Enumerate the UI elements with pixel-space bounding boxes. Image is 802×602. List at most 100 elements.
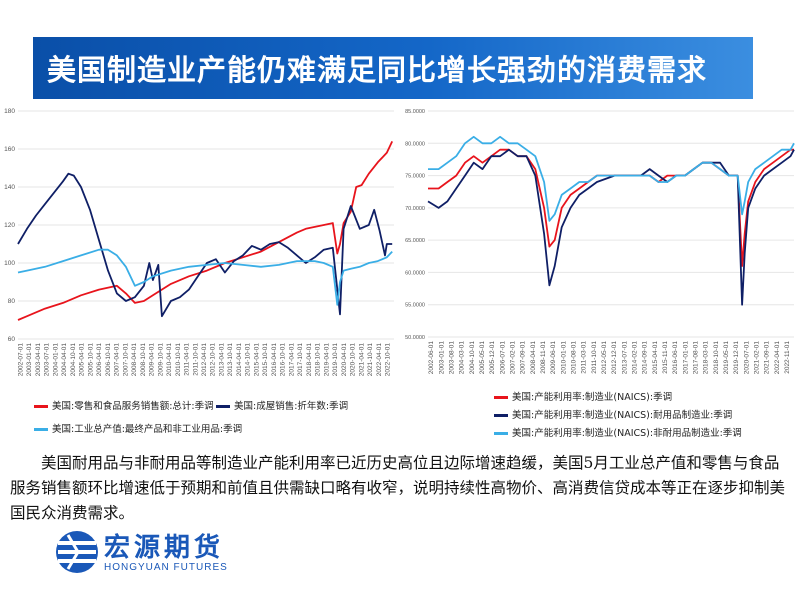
legend-swatch-mfg	[494, 396, 508, 399]
legend-label-durable: 美国:产能利用率:制造业(NAICS):耐用品制造业:季调	[512, 410, 733, 421]
legend-label-home-sales: 美国:成屋销售:折年数:季调	[234, 401, 349, 412]
y-tick-label: 55.0000	[405, 303, 425, 309]
x-tick-label: 2004-10-01	[70, 343, 77, 377]
x-tick-label: 2002-06-01	[428, 341, 435, 375]
x-tick-label: 2007-04-01	[114, 343, 121, 377]
series-line-2	[428, 135, 795, 222]
logo-icon	[56, 531, 98, 573]
x-tick-label: 2018-03-01	[703, 341, 710, 375]
x-tick-label: 2004-03-01	[459, 341, 466, 375]
x-tick-label: 2009-06-01	[550, 341, 557, 375]
title-banner: 美国制造业产能仍难满足同比增长强劲的消费需求	[33, 37, 753, 99]
x-tick-label: 2014-09-01	[642, 341, 649, 375]
x-tick-label: 2005-10-01	[87, 343, 94, 377]
x-tick-label: 2019-04-01	[323, 343, 330, 377]
legend-swatch-durable	[494, 414, 508, 417]
x-tick-label: 2002-07-01	[17, 343, 24, 377]
x-tick-label: 2017-08-01	[692, 341, 699, 375]
logo-subtitle: HONGYUAN FUTURES	[104, 562, 228, 573]
series-line-2	[17, 248, 393, 306]
x-tick-label: 2011-04-01	[184, 343, 191, 376]
x-tick-label: 2015-04-01	[652, 341, 659, 375]
x-tick-label: 2003-01-01	[26, 343, 33, 377]
x-tick-label: 2016-04-01	[271, 343, 278, 377]
x-tick-label: 2004-10-01	[469, 341, 476, 375]
y-tick-label: 70.0000	[405, 206, 425, 212]
legend-item-durable: 美国:产能利用率:制造业(NAICS):耐用品制造业:季调	[494, 407, 732, 421]
x-tick-label: 2005-05-01	[479, 341, 486, 375]
x-tick-label: 2016-06-01	[672, 341, 679, 375]
x-tick-label: 2003-08-01	[448, 341, 455, 375]
x-tick-label: 2021-10-01	[367, 343, 374, 377]
legend-label-industrial: 美国:工业总产值:最终产品和非工业用品:季调	[52, 424, 243, 435]
x-tick-label: 2018-10-01	[713, 341, 720, 375]
x-tick-label: 2014-02-01	[631, 341, 638, 375]
legend-label-mfg: 美国:产能利用率:制造业(NAICS):季调	[512, 392, 673, 403]
x-tick-label: 2017-01-01	[682, 341, 689, 375]
x-tick-label: 2009-10-01	[157, 343, 164, 377]
right-chart-panel: 50.0000 55.0000 60.0000 65.0000 70.0000 75.00…	[402, 103, 798, 443]
legend-item-industrial: 美国:工业总产值:最终产品和非工业用品:季调	[34, 421, 242, 435]
y-tick-label: 60	[8, 336, 16, 343]
x-tick-label: 2022-11-01	[784, 341, 791, 374]
x-tick-label: 2004-04-01	[61, 343, 68, 377]
x-tick-label: 2016-10-01	[280, 343, 287, 377]
x-tick-label: 2020-10-01	[350, 343, 357, 377]
x-tick-label: 2015-11-01	[662, 341, 669, 374]
x-tick-label: 2021-04-01	[358, 343, 365, 377]
x-tick-label: 2021-02-01	[753, 341, 760, 375]
x-tick-label: 2006-07-01	[499, 341, 506, 375]
legend-swatch-industrial	[34, 428, 48, 431]
x-tick-label: 2014-04-01	[236, 343, 243, 377]
x-tick-label: 2011-10-01	[591, 341, 598, 374]
legend-item-home-sales: 美国:成屋销售:折年数:季调	[216, 398, 348, 412]
x-tick-label: 2007-10-01	[122, 343, 129, 377]
x-tick-label: 2010-10-01	[175, 343, 182, 377]
legend-item-retail: 美国:零售和食品服务销售额:总计:季调	[34, 398, 214, 412]
x-tick-label: 2019-05-01	[723, 341, 730, 375]
x-tick-label: 2013-10-01	[227, 343, 234, 377]
x-tick-label: 2008-04-01	[530, 341, 537, 375]
y-tick-label: 60.0000	[405, 270, 425, 276]
legend-swatch-retail	[34, 405, 48, 408]
x-tick-label: 2020-04-01	[341, 343, 348, 377]
x-tick-label: 2010-01-01	[560, 341, 567, 375]
x-tick-label: 2018-04-01	[306, 343, 313, 377]
x-tick-label: 2005-12-01	[489, 341, 496, 375]
x-tick-label: 2013-04-01	[218, 343, 225, 377]
x-tick-label: 2012-10-01	[210, 343, 217, 377]
series-line-1	[427, 148, 795, 306]
y-tick-label: 180	[4, 108, 15, 115]
x-tick-label: 2022-04-01	[774, 341, 781, 375]
x-tick-label: 2006-10-01	[105, 343, 112, 377]
y-tick-label: 75.0000	[405, 174, 425, 180]
logo-name: 宏源期货	[104, 533, 225, 563]
y-tick-label: 140	[4, 184, 15, 191]
x-tick-label: 2007-09-01	[520, 341, 527, 375]
x-tick-label: 2017-04-01	[288, 343, 295, 377]
right-chart: 50.0000 55.0000 60.0000 65.0000 70.0000 75.00…	[405, 109, 795, 375]
y-tick-label: 80.0000	[405, 141, 425, 147]
legend-swatch-home-sales	[216, 405, 230, 408]
legend-label-nondurable: 美国:产能利用率:制造业(NAICS):非耐用品制造业:季调	[512, 428, 742, 439]
x-tick-label: 2015-10-01	[262, 343, 269, 377]
x-tick-label: 2018-10-01	[315, 343, 322, 377]
x-tick-label: 2003-04-01	[35, 343, 42, 377]
y-tick-label: 85.0000	[405, 109, 425, 115]
summary-text: 美国耐用品与非耐用品等制造业产能利用率已近历史高位且边际增速趋缓，美国5月工业总…	[10, 454, 786, 522]
y-tick-label: 65.0000	[405, 238, 425, 244]
x-tick-label: 2019-12-01	[733, 341, 740, 375]
series-line-0	[17, 141, 394, 321]
legend-item-mfg: 美国:产能利用率:制造业(NAICS):季调	[494, 389, 672, 403]
y-tick-label: 80	[8, 298, 16, 305]
x-tick-label: 2012-05-01	[601, 341, 608, 375]
x-tick-label: 2015-04-01	[253, 343, 260, 377]
x-tick-label: 2009-04-01	[149, 343, 156, 377]
x-tick-label: 2007-02-01	[509, 341, 516, 375]
y-tick-label: 100	[4, 260, 15, 267]
legend-swatch-nondurable	[494, 432, 508, 435]
x-tick-label: 2020-07-01	[743, 341, 750, 375]
y-tick-label: 120	[4, 222, 15, 229]
series-line-1	[17, 172, 393, 318]
